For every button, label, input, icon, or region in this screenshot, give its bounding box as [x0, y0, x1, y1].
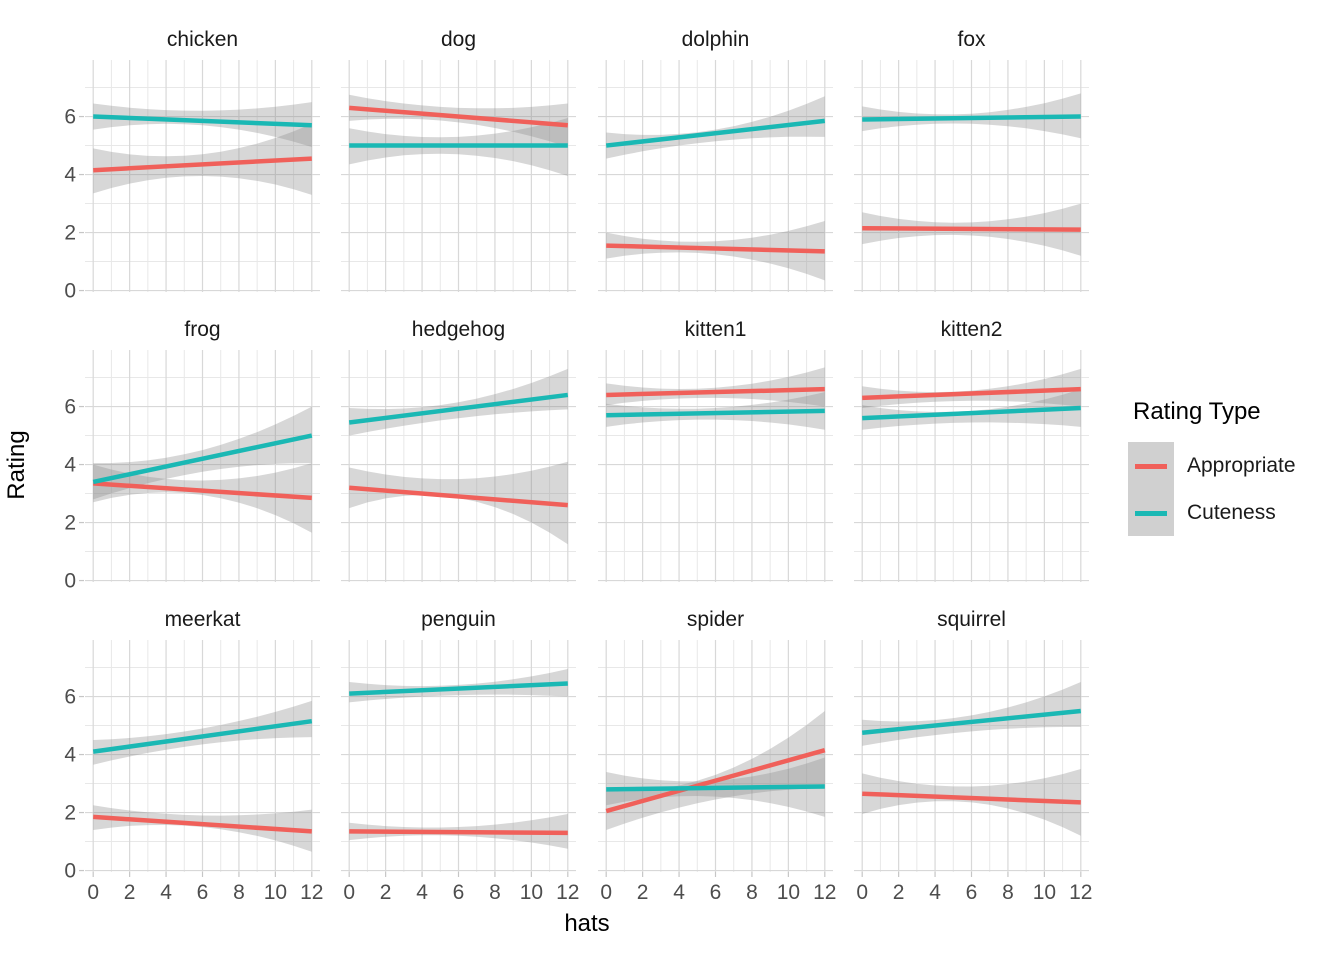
svg-text:6: 6 [966, 881, 978, 904]
legend-item-cuteness: Cuteness [1128, 489, 1342, 536]
svg-text:4: 4 [64, 454, 76, 477]
svg-text:4: 4 [64, 744, 76, 767]
svg-text:10: 10 [777, 881, 800, 904]
facet-title-fox: fox [957, 28, 986, 51]
facet-title-dolphin: dolphin [681, 28, 750, 51]
legend-item-label: Cuteness [1187, 500, 1276, 524]
svg-text:0: 0 [64, 860, 76, 883]
svg-text:0: 0 [600, 881, 612, 904]
facet-title-meerkat: meerkat [164, 608, 241, 631]
svg-text:8: 8 [746, 881, 758, 904]
svg-text:4: 4 [929, 881, 941, 904]
svg-text:0: 0 [343, 881, 355, 904]
svg-text:10: 10 [1033, 881, 1056, 904]
svg-text:6: 6 [710, 881, 722, 904]
facet-title-dog: dog [440, 28, 477, 51]
facet-title-frog: frog [184, 318, 221, 341]
legend-key-appropriate [1128, 442, 1174, 489]
svg-text:2: 2 [124, 881, 136, 904]
svg-text:2: 2 [637, 881, 649, 904]
svg-text:6: 6 [64, 686, 76, 709]
svg-text:4: 4 [673, 881, 685, 904]
svg-text:8: 8 [233, 881, 245, 904]
legend-keys: Appropriate Cuteness [1128, 442, 1342, 536]
svg-text:10: 10 [264, 881, 287, 904]
svg-text:2: 2 [64, 512, 76, 535]
svg-text:10: 10 [520, 881, 543, 904]
facet-title-kitten1: kitten1 [684, 318, 747, 341]
y-axis-title: Rating [3, 430, 30, 500]
svg-text:12: 12 [300, 881, 323, 904]
facet-title-chicken: chicken [166, 28, 239, 51]
svg-text:12: 12 [813, 881, 836, 904]
legend-item-label: Appropriate [1187, 453, 1296, 477]
svg-text:12: 12 [556, 881, 579, 904]
facet-title-spider: spider [686, 608, 745, 631]
facet-title-hedgehog: hedgehog [411, 318, 506, 341]
svg-text:8: 8 [489, 881, 501, 904]
svg-text:0: 0 [856, 881, 868, 904]
facet-title-penguin: penguin [421, 608, 496, 631]
facet-title-kitten2: kitten2 [940, 318, 1003, 341]
svg-text:6: 6 [453, 881, 465, 904]
svg-text:0: 0 [64, 280, 76, 303]
legend-title: Rating Type [1133, 398, 1261, 425]
svg-text:6: 6 [197, 881, 209, 904]
svg-text:8: 8 [1002, 881, 1014, 904]
cuteness-line-swatch [1135, 510, 1167, 516]
svg-text:6: 6 [64, 106, 76, 129]
svg-text:2: 2 [64, 802, 76, 825]
appropriate-line-swatch [1135, 463, 1167, 469]
svg-text:4: 4 [64, 164, 76, 187]
legend-item-appropriate: Appropriate [1128, 442, 1342, 489]
legend: Rating Type Appropriate Cuteness [1128, 398, 1342, 536]
svg-text:2: 2 [64, 222, 76, 245]
facet-title-squirrel: squirrel [937, 608, 1006, 631]
legend-key-cuteness [1128, 489, 1174, 536]
svg-text:6: 6 [64, 396, 76, 419]
x-axis-title: hats [564, 910, 610, 937]
svg-text:2: 2 [893, 881, 905, 904]
svg-text:0: 0 [64, 570, 76, 593]
svg-text:2: 2 [380, 881, 392, 904]
svg-text:12: 12 [1069, 881, 1092, 904]
svg-text:4: 4 [416, 881, 428, 904]
svg-text:4: 4 [160, 881, 172, 904]
svg-text:0: 0 [87, 881, 99, 904]
